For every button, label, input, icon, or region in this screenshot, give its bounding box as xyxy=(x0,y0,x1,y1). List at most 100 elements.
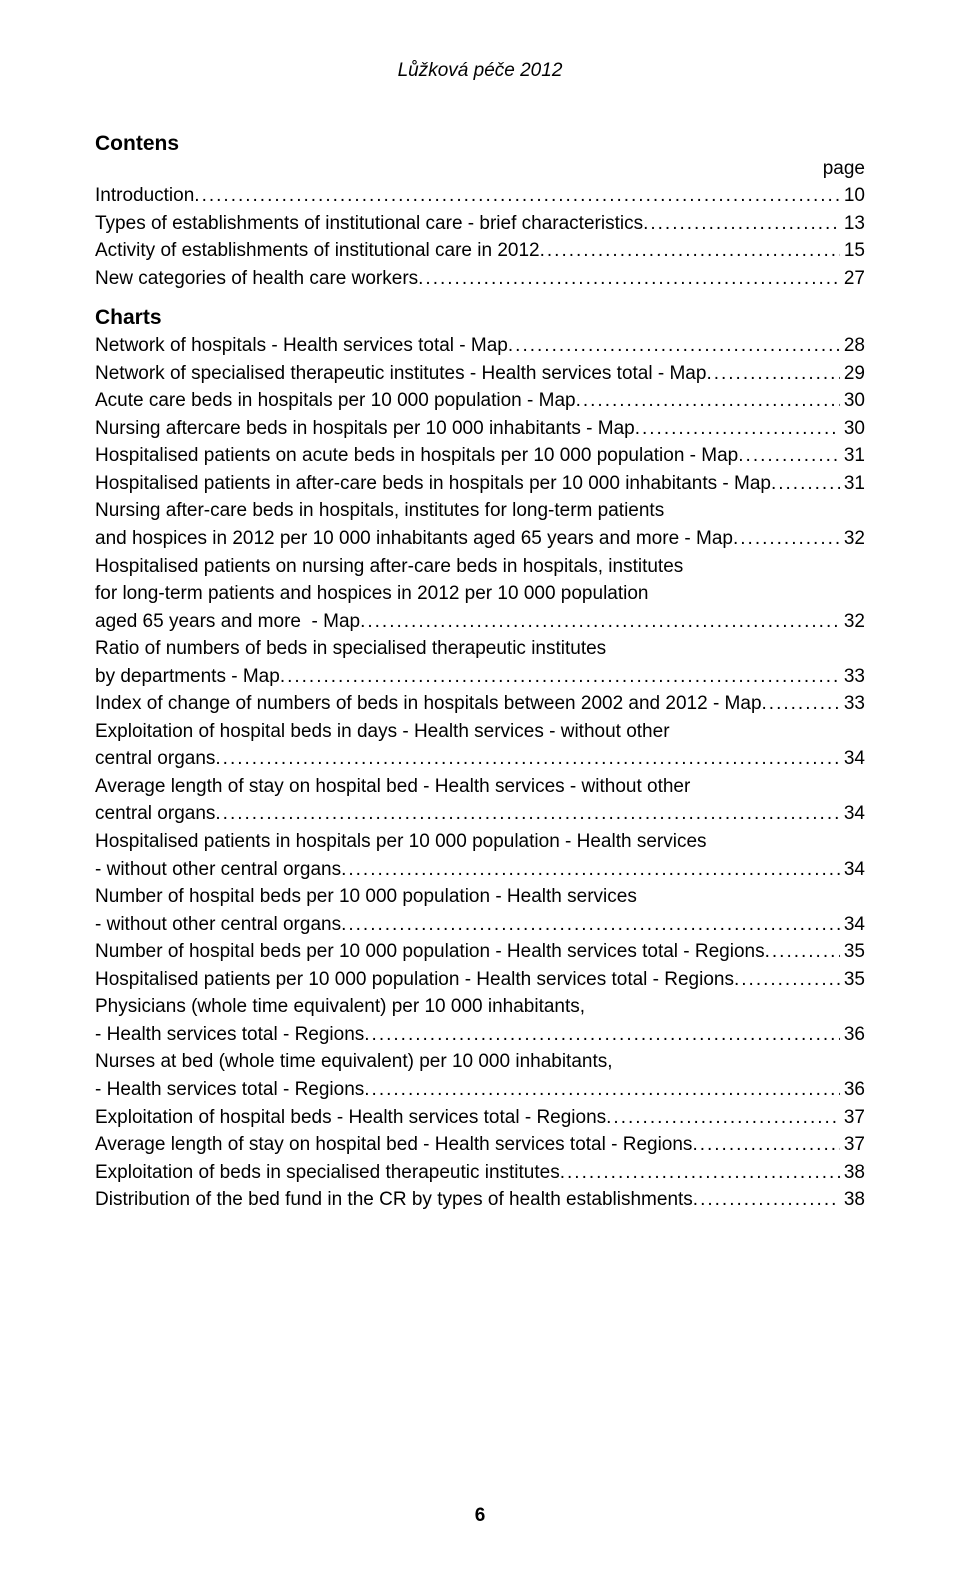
toc-leader-dots xyxy=(706,360,839,388)
charts-heading: Charts xyxy=(95,306,865,330)
toc-entry-text: Ratio of numbers of beds in specialised … xyxy=(95,635,606,663)
toc-entry-continuation: Physicians (whole time equivalent) per 1… xyxy=(95,993,865,1021)
toc-entry-page: 38 xyxy=(840,1186,865,1214)
toc-entry-text: Exploitation of hospital beds in days - … xyxy=(95,718,670,746)
document-page: Lůžková péče 2012 Contens page Introduct… xyxy=(0,0,960,1572)
toc-entry-page: 13 xyxy=(840,210,865,238)
toc-entry-page: 35 xyxy=(840,938,865,966)
toc-entry-text: Introduction xyxy=(95,182,194,210)
document-header-title: Lůžková péče 2012 xyxy=(95,60,865,82)
toc-entry-text: Types of establishments of institutional… xyxy=(95,210,643,238)
toc-entry: Types of establishments of institutional… xyxy=(95,210,865,238)
toc-entry: Network of hospitals - Health services t… xyxy=(95,332,865,360)
toc-leader-dots xyxy=(560,1159,840,1187)
toc-entry: by departments - Map33 xyxy=(95,663,865,691)
toc-entry-page: 32 xyxy=(840,525,865,553)
toc-entry-text: Average length of stay on hospital bed -… xyxy=(95,773,690,801)
toc-entry-continuation: Hospitalised patients on nursing after-c… xyxy=(95,553,865,581)
toc-entry-text: Average length of stay on hospital bed -… xyxy=(95,1131,692,1159)
toc-entry-text: Physicians (whole time equivalent) per 1… xyxy=(95,993,585,1021)
toc-entry-text: - Health services total - Regions xyxy=(95,1076,364,1104)
toc-entry-page: 27 xyxy=(840,265,865,293)
toc-leader-dots xyxy=(508,332,840,360)
toc-leader-dots xyxy=(765,938,840,966)
toc-entry-text: Exploitation of hospital beds - Health s… xyxy=(95,1104,606,1132)
toc-entry-text: - without other central organs xyxy=(95,911,341,939)
toc-leader-dots xyxy=(576,387,840,415)
toc-entry: - without other central organs34 xyxy=(95,911,865,939)
toc-entry-continuation: Number of hospital beds per 10 000 popul… xyxy=(95,883,865,911)
toc-entry-page: 10 xyxy=(840,182,865,210)
toc-entry-page: 29 xyxy=(840,360,865,388)
toc-entry-page: 34 xyxy=(840,856,865,884)
toc-entry-text: Hospitalised patients in after-care beds… xyxy=(95,470,771,498)
toc-entry-page: 36 xyxy=(840,1076,865,1104)
toc-intro-section: Introduction 10 Types of establishments of… xyxy=(95,182,865,292)
toc-entry-text: Hospitalised patients on nursing after-c… xyxy=(95,553,683,581)
toc-leader-dots xyxy=(280,663,840,691)
toc-entry-text: central organs xyxy=(95,745,215,773)
toc-entry-continuation: Average length of stay on hospital bed -… xyxy=(95,773,865,801)
toc-entry: central organs34 xyxy=(95,800,865,828)
toc-entry-text: Hospitalised patients in hospitals per 1… xyxy=(95,828,707,856)
toc-leader-dots xyxy=(733,525,840,553)
toc-leader-dots xyxy=(364,1021,840,1049)
toc-entry-text: Number of hospital beds per 10 000 popul… xyxy=(95,938,765,966)
toc-entry-continuation: Exploitation of hospital beds in days - … xyxy=(95,718,865,746)
toc-entry-page: 28 xyxy=(840,332,865,360)
toc-entry-page: 36 xyxy=(840,1021,865,1049)
toc-entry: Introduction 10 xyxy=(95,182,865,210)
toc-entry: Hospitalised patients on acute beds in h… xyxy=(95,442,865,470)
toc-entry: - without other central organs34 xyxy=(95,856,865,884)
toc-entry: Index of change of numbers of beds in ho… xyxy=(95,690,865,718)
toc-entry-text: - Health services total - Regions xyxy=(95,1021,364,1049)
page-column-label: page xyxy=(95,158,865,180)
toc-entry-page: 30 xyxy=(840,387,865,415)
toc-entry: Activity of establishments of institutio… xyxy=(95,237,865,265)
toc-entry-text: New categories of health care workers xyxy=(95,265,418,293)
toc-entry: Hospitalised patients in after-care beds… xyxy=(95,470,865,498)
toc-entry-text: for long-term patients and hospices in 2… xyxy=(95,580,649,608)
toc-entry: Nursing aftercare beds in hospitals per … xyxy=(95,415,865,443)
toc-leader-dots xyxy=(734,966,840,994)
toc-entry-continuation: Nurses at bed (whole time equivalent) pe… xyxy=(95,1048,865,1076)
toc-leader-dots xyxy=(341,911,840,939)
toc-leader-dots xyxy=(692,1131,839,1159)
toc-entry-text: Distribution of the bed fund in the CR b… xyxy=(95,1186,693,1214)
toc-charts-section: Network of hospitals - Health services t… xyxy=(95,332,865,1214)
toc-entry-text: Hospitalised patients per 10 000 populat… xyxy=(95,966,734,994)
toc-entry-text: Hospitalised patients on acute beds in h… xyxy=(95,442,738,470)
toc-entry-continuation: Ratio of numbers of beds in specialised … xyxy=(95,635,865,663)
toc-entry: Average length of stay on hospital bed -… xyxy=(95,1131,865,1159)
toc-leader-dots xyxy=(540,237,840,265)
toc-entry-page: 37 xyxy=(840,1104,865,1132)
toc-leader-dots xyxy=(194,182,840,210)
toc-entry: - Health services total - Regions 36 xyxy=(95,1076,865,1104)
toc-entry-text: Network of specialised therapeutic insti… xyxy=(95,360,706,388)
toc-entry-text: Nurses at bed (whole time equivalent) pe… xyxy=(95,1048,613,1076)
toc-entry-text: Nursing after-care beds in hospitals, in… xyxy=(95,497,664,525)
toc-entry-text: Activity of establishments of institutio… xyxy=(95,237,540,265)
toc-entry-page: 31 xyxy=(840,470,865,498)
toc-entry: Exploitation of hospital beds - Health s… xyxy=(95,1104,865,1132)
toc-entry-page: 37 xyxy=(840,1131,865,1159)
toc-entry-continuation: Hospitalised patients in hospitals per 1… xyxy=(95,828,865,856)
toc-entry: Exploitation of beds in specialised ther… xyxy=(95,1159,865,1187)
toc-entry-page: 33 xyxy=(840,690,865,718)
toc-entry-page: 31 xyxy=(840,442,865,470)
toc-leader-dots xyxy=(771,470,840,498)
toc-entry-text: and hospices in 2012 per 10 000 inhabita… xyxy=(95,525,733,553)
toc-entry-page: 32 xyxy=(840,608,865,636)
toc-entry-text: Nursing aftercare beds in hospitals per … xyxy=(95,415,635,443)
toc-leader-dots xyxy=(360,608,840,636)
toc-entry-page: 34 xyxy=(840,800,865,828)
toc-entry-text: Index of change of numbers of beds in ho… xyxy=(95,690,762,718)
toc-leader-dots xyxy=(762,690,840,718)
toc-entry-text: Network of hospitals - Health services t… xyxy=(95,332,508,360)
toc-entry-page: 33 xyxy=(840,663,865,691)
toc-entry: Number of hospital beds per 10 000 popul… xyxy=(95,938,865,966)
toc-entry-page: 38 xyxy=(840,1159,865,1187)
toc-leader-dots xyxy=(693,1186,840,1214)
toc-entry-text: aged 65 years and more - Map xyxy=(95,608,360,636)
toc-entry: Hospitalised patients per 10 000 populat… xyxy=(95,966,865,994)
